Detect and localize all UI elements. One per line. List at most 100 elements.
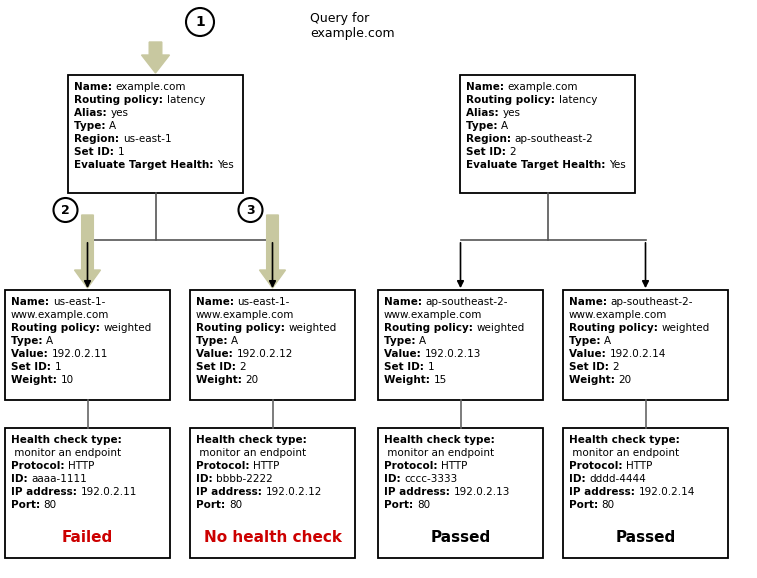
Text: us-east-1-: us-east-1- (53, 297, 105, 307)
Text: Weight:: Weight: (569, 375, 618, 385)
Text: us-east-1-: us-east-1- (238, 297, 290, 307)
Polygon shape (142, 42, 170, 73)
Text: Health check type:: Health check type: (384, 435, 495, 445)
Text: Query for
example.com: Query for example.com (310, 12, 394, 40)
Polygon shape (74, 215, 101, 288)
Text: Type:: Type: (466, 121, 501, 131)
Text: bbbb-2222: bbbb-2222 (217, 474, 273, 484)
Polygon shape (260, 215, 285, 288)
Text: Value:: Value: (196, 349, 236, 359)
Text: Routing policy:: Routing policy: (569, 323, 662, 333)
Text: 192.0.2.14: 192.0.2.14 (638, 487, 695, 497)
Text: 2: 2 (509, 147, 516, 157)
Text: A: A (46, 336, 53, 346)
Text: Protocol:: Protocol: (569, 461, 626, 471)
Text: ID:: ID: (384, 474, 404, 484)
Text: aaaa-1111: aaaa-1111 (31, 474, 87, 484)
Text: latency: latency (559, 95, 597, 105)
Text: 2: 2 (61, 203, 70, 217)
Text: example.com: example.com (116, 82, 186, 92)
Text: ID:: ID: (569, 474, 589, 484)
Text: ap-southeast-2-: ap-southeast-2- (425, 297, 508, 307)
Text: weighted: weighted (288, 323, 337, 333)
Text: weighted: weighted (476, 323, 525, 333)
Text: Port:: Port: (569, 500, 602, 510)
Bar (5, 428, 170, 558)
Text: 192.0.2.13: 192.0.2.13 (453, 487, 510, 497)
Text: weighted: weighted (104, 323, 151, 333)
Text: Type:: Type: (11, 336, 46, 346)
Text: 80: 80 (229, 500, 242, 510)
Text: Yes: Yes (217, 160, 234, 170)
Text: Passed: Passed (431, 531, 491, 546)
Text: Region:: Region: (74, 134, 123, 144)
Text: Type:: Type: (74, 121, 109, 131)
Text: 192.0.2.14: 192.0.2.14 (609, 349, 665, 359)
Text: Name:: Name: (466, 82, 508, 92)
Text: A: A (231, 336, 238, 346)
Text: Protocol:: Protocol: (384, 461, 441, 471)
Text: Type:: Type: (384, 336, 419, 346)
Text: 192.0.2.11: 192.0.2.11 (51, 349, 107, 359)
Text: HTTP: HTTP (441, 461, 468, 471)
Text: Name:: Name: (569, 297, 611, 307)
Text: monitor an endpoint: monitor an endpoint (11, 448, 121, 458)
Text: www.example.com: www.example.com (569, 310, 668, 320)
Bar (190, 290, 355, 400)
Text: www.example.com: www.example.com (196, 310, 294, 320)
Text: Routing policy:: Routing policy: (74, 95, 167, 105)
Text: Set ID:: Set ID: (569, 362, 612, 372)
Text: Health check type:: Health check type: (196, 435, 307, 445)
Text: Port:: Port: (196, 500, 229, 510)
Text: Routing policy:: Routing policy: (11, 323, 104, 333)
Bar (563, 290, 728, 400)
Text: 3: 3 (246, 203, 255, 217)
Text: dddd-4444: dddd-4444 (589, 474, 646, 484)
Text: A: A (604, 336, 611, 346)
Text: Failed: Failed (62, 531, 113, 546)
Text: ID:: ID: (11, 474, 31, 484)
Text: Health check type:: Health check type: (11, 435, 122, 445)
Text: 192.0.2.13: 192.0.2.13 (425, 349, 481, 359)
Text: yes: yes (502, 108, 520, 118)
Circle shape (54, 198, 77, 222)
Text: Set ID:: Set ID: (74, 147, 117, 157)
Text: Type:: Type: (196, 336, 231, 346)
Text: Weight:: Weight: (384, 375, 434, 385)
Text: cccc-3333: cccc-3333 (404, 474, 457, 484)
Text: Evaluate Target Health:: Evaluate Target Health: (74, 160, 217, 170)
Text: Set ID:: Set ID: (196, 362, 239, 372)
Text: Weight:: Weight: (11, 375, 61, 385)
Text: ID:: ID: (196, 474, 217, 484)
Text: Protocol:: Protocol: (11, 461, 68, 471)
Bar (5, 290, 170, 400)
Text: Value:: Value: (11, 349, 51, 359)
Text: ap-southeast-2: ap-southeast-2 (515, 134, 593, 144)
Text: HTTP: HTTP (68, 461, 95, 471)
Text: HTTP: HTTP (253, 461, 279, 471)
Bar (68, 75, 243, 193)
Text: 15: 15 (434, 375, 447, 385)
Text: 1: 1 (55, 362, 61, 372)
Bar (378, 428, 543, 558)
Text: 1: 1 (428, 362, 434, 372)
Text: A: A (501, 121, 508, 131)
Bar (563, 428, 728, 558)
Text: A: A (109, 121, 117, 131)
Text: Set ID:: Set ID: (384, 362, 428, 372)
Text: Routing policy:: Routing policy: (384, 323, 476, 333)
Text: IP address:: IP address: (384, 487, 453, 497)
Circle shape (186, 8, 214, 36)
Text: Routing policy:: Routing policy: (466, 95, 559, 105)
Text: Set ID:: Set ID: (11, 362, 55, 372)
Text: 80: 80 (44, 500, 57, 510)
Text: 10: 10 (61, 375, 73, 385)
Text: IP address:: IP address: (196, 487, 266, 497)
Text: ap-southeast-2-: ap-southeast-2- (611, 297, 693, 307)
Bar (460, 75, 635, 193)
Text: 1: 1 (195, 15, 205, 29)
Text: example.com: example.com (508, 82, 578, 92)
Text: 192.0.2.11: 192.0.2.11 (80, 487, 137, 497)
Text: Port:: Port: (384, 500, 417, 510)
Text: Name:: Name: (196, 297, 238, 307)
